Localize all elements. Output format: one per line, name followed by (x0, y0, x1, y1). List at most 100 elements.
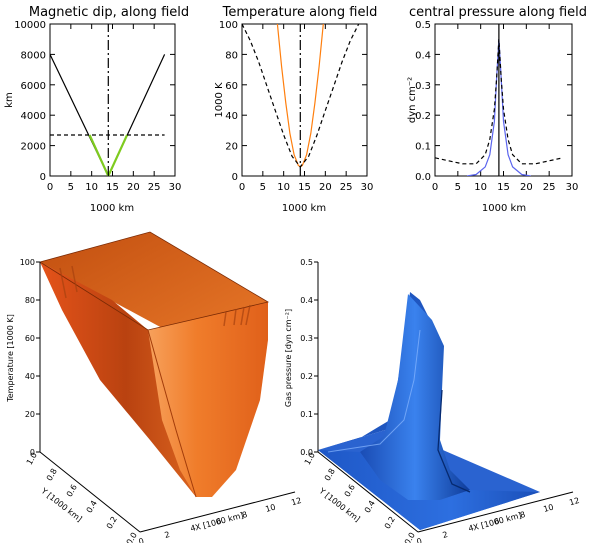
y-axis (39, 451, 141, 533)
y-axis-label: Y [1000 km] (39, 486, 84, 524)
x-tick-label: 10 (264, 503, 276, 514)
x-tick-label: 30 (361, 182, 374, 193)
x-axis-label: 1000 km (90, 203, 134, 214)
y-tick-label: 0.6 (343, 483, 357, 499)
surface-ridge (147, 329, 197, 498)
y-tick-label: 100 (219, 20, 238, 31)
x-tick-label: 6 (215, 517, 222, 527)
y-axis (317, 451, 419, 533)
plot-frame (434, 23, 573, 177)
panel-magnetic-dip: Magnetic dip, along field km 1000 km 0 5 1… (4, 5, 189, 214)
x-tick-label: 10 (542, 503, 554, 514)
y-tick-label: 0.6 (65, 483, 79, 499)
panel-temperature: Temperature along field 1000 K 1000 km 0… (214, 5, 377, 214)
y-tick-label: 0.3 (415, 81, 431, 92)
x-tick-label: 30 (169, 182, 182, 193)
x-tick-label: 30 (566, 182, 579, 193)
y-tick-label: 6000 (21, 81, 46, 92)
x-tick-label: 2 (164, 530, 171, 540)
plot-frame (241, 23, 368, 177)
y-tick-label: 0.2 (105, 515, 119, 531)
z-tick-label: 0.0 (300, 448, 313, 457)
y-tick-label: 10000 (14, 20, 46, 31)
x-tick-label: 5 (455, 182, 461, 193)
plot-frame (49, 23, 176, 177)
z-tick-label: 0.3 (300, 334, 313, 343)
surface-temperature: Temperature [1000 K] Y [1000 km] X [1000… (6, 231, 302, 547)
x-tick-label: 0 (432, 182, 438, 193)
y-tick-label: 0.1 (415, 142, 431, 153)
x-tick-label: 10 (474, 182, 487, 193)
y-tick-label: 0.0 (125, 531, 139, 543)
z-tick-label: 100 (20, 258, 35, 267)
surface-front (318, 450, 540, 530)
x-axis-label: 1000 km (282, 203, 326, 214)
surface-highlight (327, 329, 421, 453)
surface-gas-pressure: Gas pressure [dyn cm⁻²] Y [1000 km] X [1… (284, 258, 580, 547)
y-tick-label: 0.4 (85, 499, 99, 515)
y-tick-label: 80 (225, 50, 238, 61)
z-axis-label: Gas pressure [dyn cm⁻²] (284, 309, 293, 407)
x-tick-label: 0 (47, 182, 53, 193)
y-tick-label: 60 (225, 81, 238, 92)
y-tick-label: 0.4 (415, 50, 431, 61)
x-tick-label: 15 (106, 182, 119, 193)
z-tick-label: 0.5 (300, 258, 313, 267)
x-tick-label: 15 (497, 182, 510, 193)
x-tick-label: 25 (543, 182, 556, 193)
y-tick-label: 0.2 (415, 111, 431, 122)
y-tick-label: 1.0 (25, 451, 39, 467)
x-tick-label: 20 (520, 182, 533, 193)
surface-right-face (148, 302, 268, 497)
series-lower-segment (88, 134, 129, 176)
panel-title: Temperature along field (222, 5, 378, 20)
series-field-line (50, 54, 166, 176)
x-tick-label: 5 (68, 182, 74, 193)
x-tick-label: 4 (189, 523, 196, 533)
z-tick-label: 0.4 (300, 296, 313, 305)
x-axis-label: 1000 km (482, 203, 526, 214)
y-tick-label: 0.2 (383, 515, 397, 531)
surface-peak (360, 294, 470, 500)
y-axis-label: km (4, 92, 15, 108)
panel-title: Magnetic dip, along field (29, 5, 189, 20)
y-axis-label: Y [1000 km] (317, 486, 362, 524)
y-tick-label: 0.0 (415, 172, 431, 183)
z-tick-label: 0.1 (300, 410, 313, 419)
x-tick-label: 25 (340, 182, 353, 193)
x-tick-label: 0 (239, 182, 245, 193)
x-tick-label: 8 (241, 510, 248, 520)
z-tick-label: 0.2 (300, 372, 313, 381)
x-tick-label: 20 (127, 182, 140, 193)
z-tick-label: 80 (25, 296, 35, 305)
y-tick-label: 0.8 (323, 467, 337, 483)
y-tick-label: 8000 (21, 50, 46, 61)
z-axis-label: Temperature [1000 K] (6, 314, 15, 403)
x-tick-label: 10 (277, 182, 290, 193)
x-tick-label: 15 (298, 182, 311, 193)
x-tick-label: 4 (467, 523, 474, 533)
y-tick-label: 0.8 (45, 467, 59, 483)
y-tick-label: 0.4 (363, 499, 377, 515)
x-tick-label: 6 (493, 517, 500, 527)
z-tick-label: 40 (25, 372, 35, 381)
y-tick-label: 4000 (21, 111, 46, 122)
y-tick-label: 20 (225, 142, 238, 153)
panel-title: central pressure along field (409, 5, 587, 20)
x-tick-label: 25 (148, 182, 161, 193)
x-tick-label: 0 (416, 537, 423, 543)
y-tick-label: 2000 (21, 142, 46, 153)
z-tick-label: 20 (25, 410, 35, 419)
y-tick-label: 0.0 (403, 531, 417, 543)
x-tick-label: 5 (260, 182, 266, 193)
x-tick-label: 12 (568, 496, 580, 507)
x-tick-label: 2 (442, 530, 449, 540)
y-tick-label: 0.5 (415, 20, 431, 31)
x-tick-label: 8 (519, 510, 526, 520)
surface-stripes (59, 265, 251, 327)
y-tick-label: 0 (232, 172, 238, 183)
x-tick-label: 12 (290, 496, 302, 507)
panel-central-pressure: central pressure along field dyn cm⁻² 10… (407, 5, 587, 214)
